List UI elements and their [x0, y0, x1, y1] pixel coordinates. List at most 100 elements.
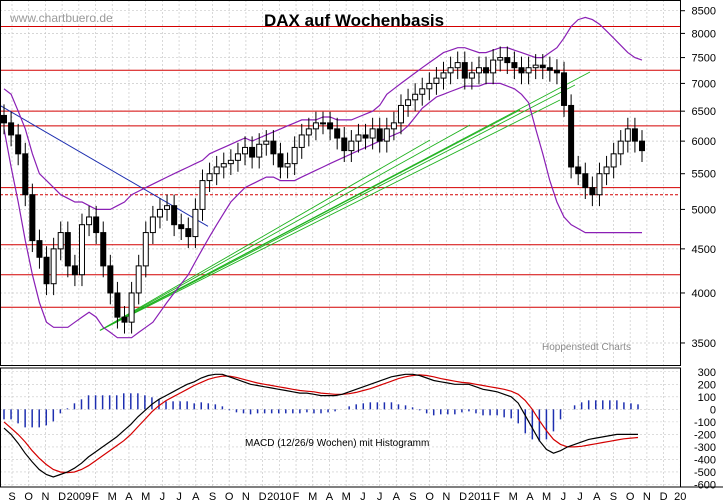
candle-body — [199, 180, 206, 210]
candle-body — [192, 208, 199, 238]
candle-body — [603, 166, 610, 175]
signal-line — [3, 374, 639, 474]
candles — [1, 46, 645, 334]
x-tick-label: D — [58, 491, 66, 503]
y-tick-label: 7500 — [692, 53, 716, 65]
candle-body — [64, 232, 71, 267]
candle-body — [29, 194, 36, 242]
x-tick-label: O — [626, 491, 635, 503]
candle-body — [539, 64, 546, 69]
candle-body — [390, 122, 397, 130]
y-tick-label: 8500 — [692, 6, 716, 18]
watermark: www.chartbuero.de — [9, 11, 113, 25]
y-tick-label: 4000 — [692, 288, 716, 300]
candle-body — [518, 67, 525, 74]
candle-body — [36, 240, 43, 258]
candle-body — [624, 128, 631, 142]
macd-tick-label: 200 — [698, 379, 716, 391]
x-tick-label: N — [442, 491, 450, 503]
uptrend-line — [99, 109, 521, 331]
candle-body — [86, 216, 93, 226]
x-tick-label: O — [225, 491, 234, 503]
candle-body — [383, 128, 390, 142]
candle-body — [312, 122, 319, 130]
macd-tick-label: 100 — [698, 392, 716, 404]
x-tick-label: M — [108, 491, 117, 503]
x-tick-label: F — [493, 491, 500, 503]
uptrend-line — [99, 124, 471, 331]
x-tick-label: 20 — [674, 491, 686, 503]
y-tick-label: 7000 — [692, 78, 716, 90]
grid — [0, 0, 681, 487]
candle-body — [483, 67, 490, 74]
x-tick-label: J — [377, 491, 383, 503]
candle-body — [376, 128, 383, 142]
candle-body — [256, 143, 263, 158]
candle-body — [164, 205, 171, 210]
x-tick-label: O — [24, 491, 33, 503]
candle-body — [135, 265, 142, 294]
y-tick-label: 8000 — [692, 28, 716, 40]
x-tick-label: 2010 — [267, 491, 291, 503]
candle-body — [298, 134, 305, 148]
candle-body — [582, 173, 589, 189]
candle-body — [220, 163, 227, 168]
candle-body — [107, 265, 114, 294]
candle-body — [369, 128, 376, 139]
x-tick-label: A — [192, 491, 200, 503]
main-panel-frame — [0, 0, 681, 366]
x-tick-label: N — [643, 491, 651, 503]
candle-body — [327, 122, 334, 130]
trend-lines — [0, 71, 591, 331]
candle-body — [412, 93, 419, 101]
candle-body — [242, 146, 249, 155]
candle-body — [341, 137, 348, 152]
candle-body — [546, 67, 553, 71]
candle-body — [405, 99, 412, 106]
candle-body — [57, 232, 64, 250]
candle-body — [575, 166, 582, 175]
x-tick-label: S — [8, 491, 15, 503]
candle-body — [128, 292, 135, 323]
candle-body — [433, 77, 440, 84]
x-tick-label: A — [593, 491, 601, 503]
candle-body — [568, 104, 575, 168]
candle-body — [362, 134, 369, 139]
x-tick-label: J — [160, 491, 166, 503]
source-label: Hoppenstedt Charts — [542, 342, 631, 353]
x-tick-label: A — [125, 491, 133, 503]
macd-label: MACD (12/26/9 Wochen) mit Histogramm — [245, 438, 429, 449]
candle-body — [504, 57, 511, 64]
candle-body — [561, 72, 568, 106]
candle-body — [419, 88, 426, 95]
candle-body — [461, 62, 468, 79]
candle-body — [355, 134, 362, 142]
candle-body — [320, 122, 326, 125]
x-tick-label: J — [577, 491, 583, 503]
x-tick-label: J — [176, 491, 182, 503]
uptrend-line — [99, 84, 576, 331]
candle-body — [78, 224, 85, 276]
macd-tick-label: -100 — [694, 417, 716, 429]
candle-body — [50, 248, 57, 285]
candle-body — [249, 146, 256, 158]
x-tick-label: N — [242, 491, 250, 503]
candle-body — [497, 57, 504, 61]
macd-tick-label: -400 — [694, 454, 716, 466]
x-tick-label: M — [308, 491, 317, 503]
x-tick-label: F — [92, 491, 99, 503]
candle-body — [447, 67, 454, 74]
x-tick-label: S — [409, 491, 416, 503]
x-tick-label: A — [326, 491, 334, 503]
x-tick-label: M — [342, 491, 351, 503]
y-tick-label: 5500 — [692, 169, 716, 181]
x-tick-label: N — [41, 491, 49, 503]
candle-body — [631, 128, 638, 142]
macd-tick-label: -600 — [694, 479, 716, 491]
candle-body — [511, 62, 518, 69]
candle-body — [284, 163, 291, 168]
candle-body — [93, 216, 100, 234]
